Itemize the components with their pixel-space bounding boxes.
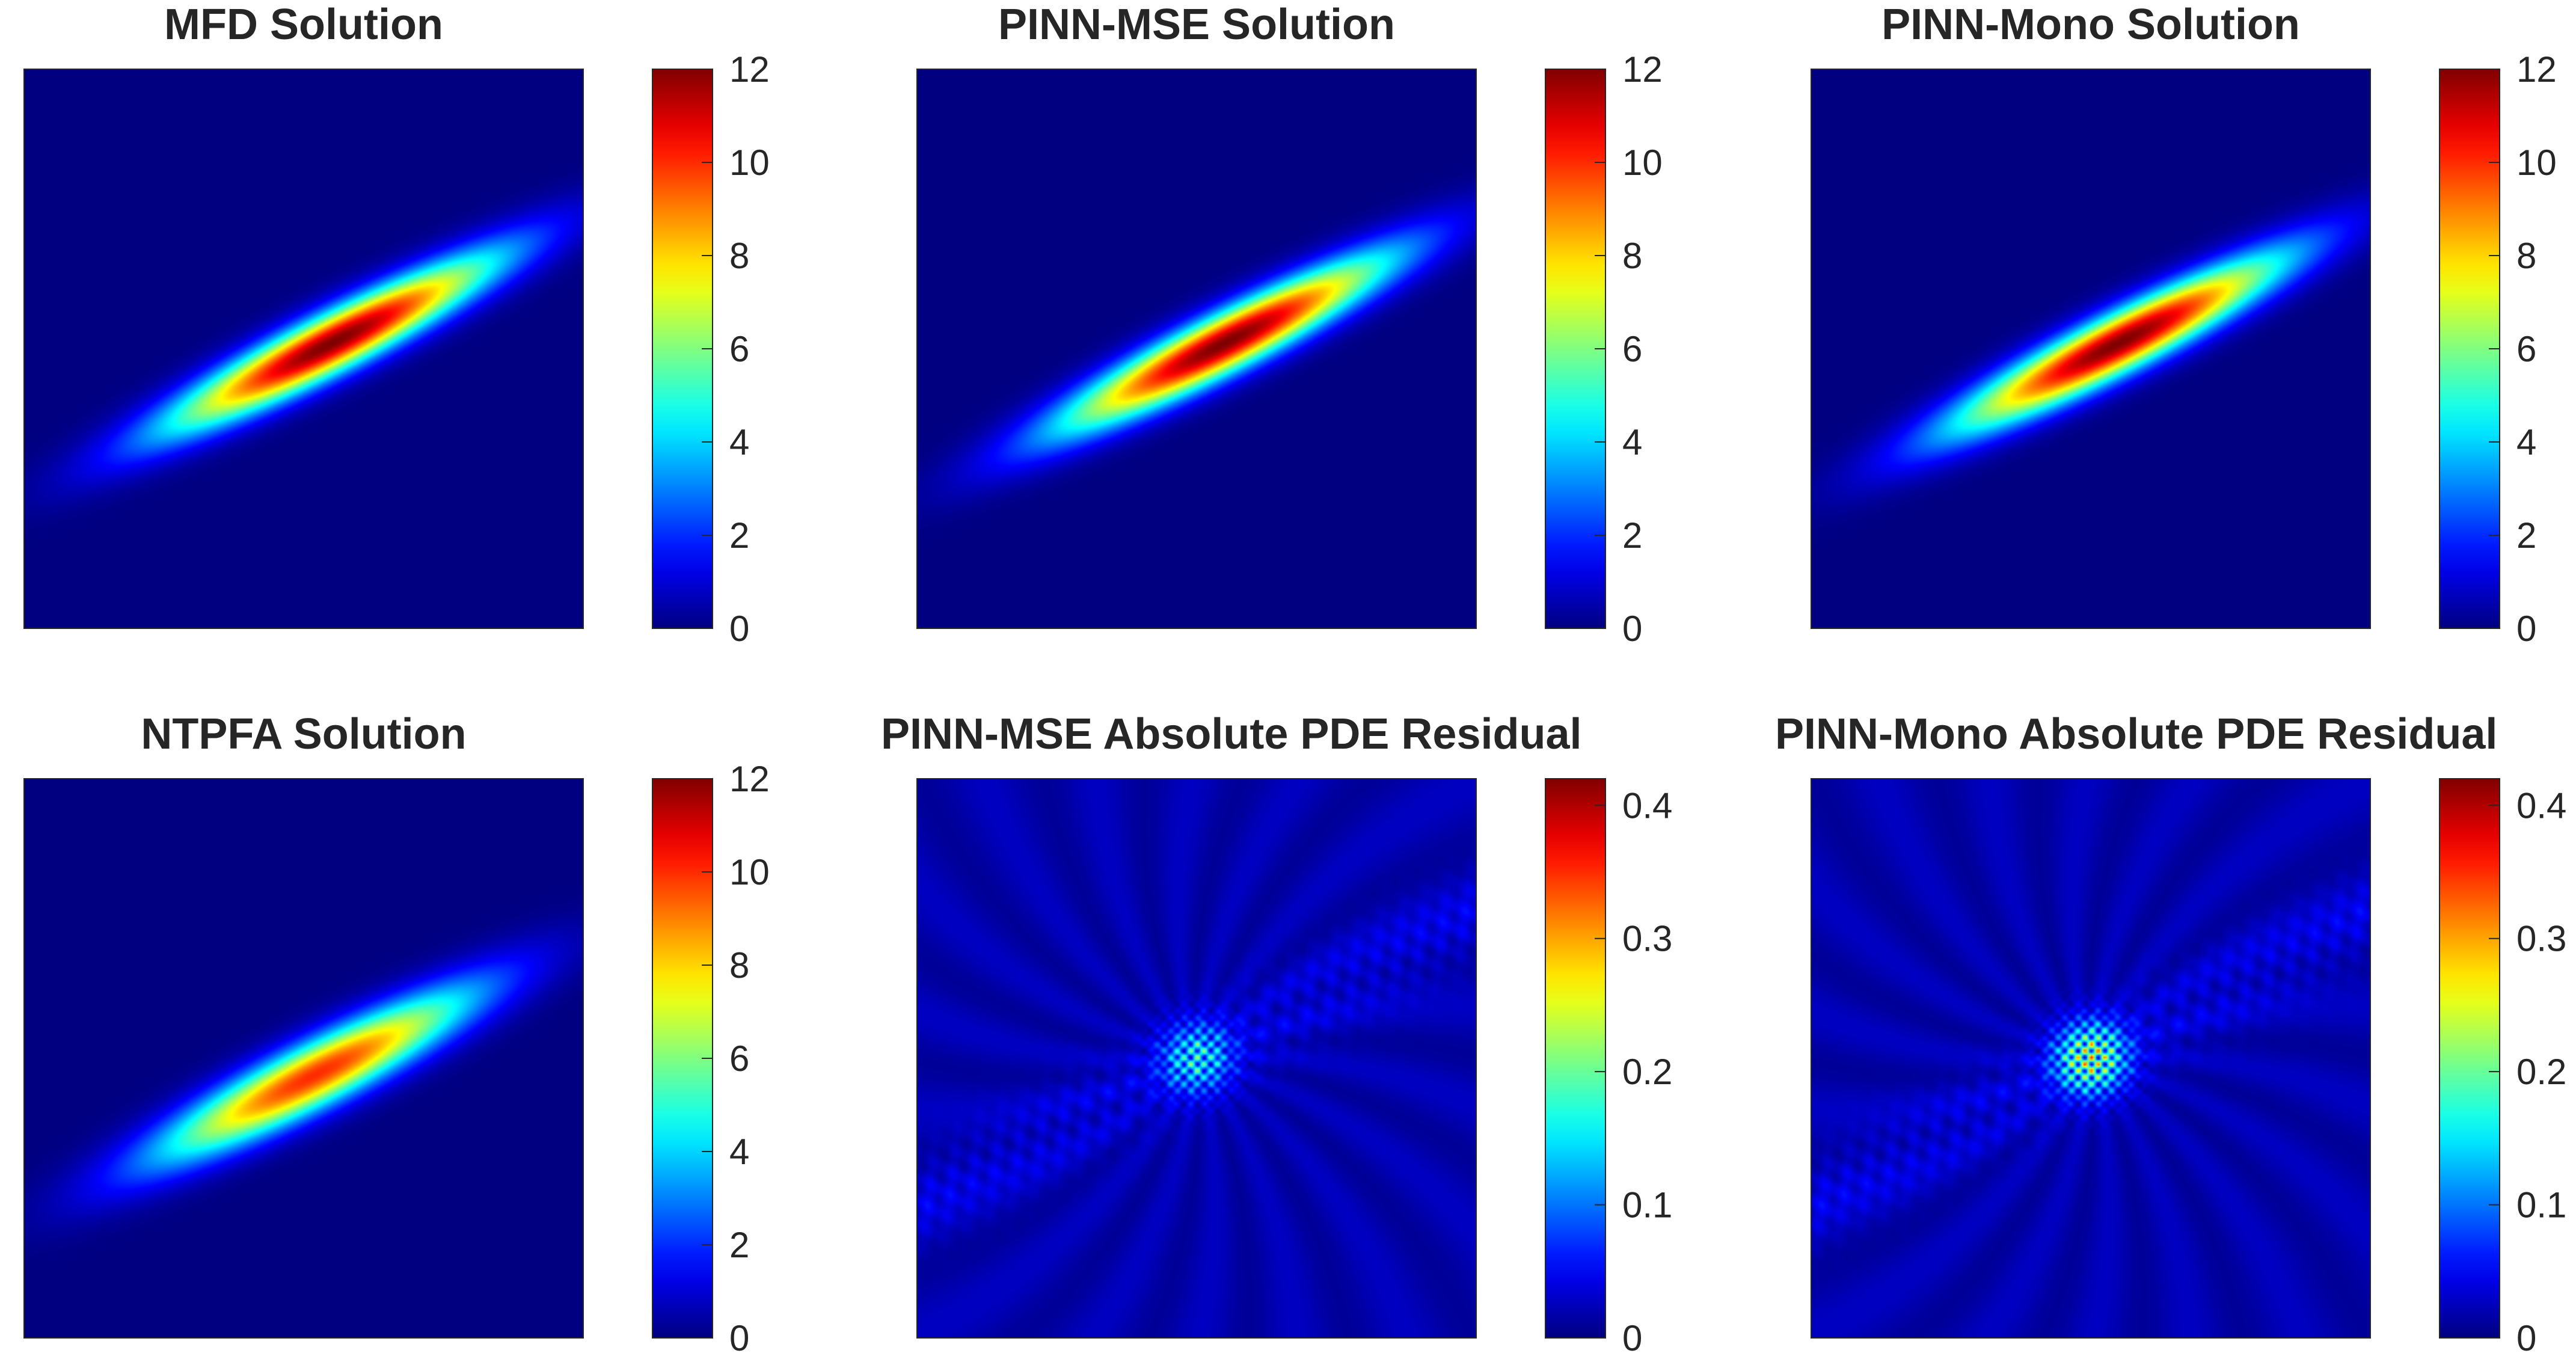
plot-frame (1811, 778, 2371, 1339)
heatmap-canvas (1811, 779, 2370, 1338)
heatmap-image (24, 69, 583, 628)
colorbar-tick-label: 2 (729, 1225, 749, 1265)
colorbar-tick-label: 2 (2516, 515, 2536, 556)
colorbar-tick-label: 10 (2516, 143, 2557, 183)
heatmap-canvas (1811, 69, 2370, 628)
plot-frame (916, 778, 1477, 1339)
plot-frame (1811, 69, 2371, 629)
colorbar-tick-label: 0.2 (1622, 1052, 1672, 1092)
colorbar-tick-label: 0 (729, 1318, 749, 1358)
heatmap-image (917, 779, 1476, 1338)
colorbar (2439, 778, 2500, 1339)
colorbar-tick-label: 12 (729, 49, 770, 90)
heatmap-image (24, 779, 583, 1338)
colorbar-tick-label: 6 (2516, 329, 2536, 369)
colorbar-tick-label: 12 (1622, 49, 1663, 90)
heatmap-canvas (917, 69, 1476, 628)
colorbar-tick-label: 8 (2516, 236, 2536, 276)
panel-pinn-mse-absolute-pde-residual: PINN-MSE Absolute PDE Residual 0 0.1 0.2 0.3… (881, 710, 1776, 1371)
panel-title: NTPFA Solution (141, 710, 467, 758)
colorbar-tick-label: 10 (729, 143, 770, 183)
plot-frame (23, 778, 584, 1339)
colorbar-tick-label: 0.2 (2516, 1052, 2566, 1092)
heatmap-pinn-mse-solution: 0 2 4 6 8 10 12 (916, 49, 1663, 649)
heatmap-canvas (917, 779, 1476, 1338)
colorbar-tick-label: 0.4 (2516, 785, 2566, 826)
colorbar-tick-label: 8 (729, 236, 749, 276)
colorbar-tick-label: 10 (729, 852, 770, 892)
panel-title: MFD Solution (164, 1, 443, 49)
colorbar-tick-label: 0.3 (1622, 919, 1672, 959)
colorbar-tick-label: 0.1 (2516, 1185, 2566, 1225)
colorbar-tick-label: 10 (1622, 143, 1663, 183)
panel-pinn-mono-absolute-pde-residual: PINN-Mono Absolute PDE Residual 0 0.1 0.2 0.… (1775, 710, 2576, 1371)
colorbar-tick-label: 4 (729, 422, 749, 462)
heatmap-image (1811, 779, 2370, 1338)
colorbar-tick-label: 8 (729, 945, 749, 986)
colorbar-tick-label: 6 (729, 329, 749, 369)
colorbar-tick-label: 8 (1622, 236, 1642, 276)
heatmap-image (917, 69, 1476, 628)
colorbar-tick-label: 0.3 (2516, 919, 2566, 959)
panel-pinn-mse-solution: PINN-MSE Solution 0 2 4 6 8 10 12 (916, 0, 1776, 661)
colorbar-tick-label: 0 (1622, 1318, 1642, 1358)
panel-title: PINN-Mono Absolute PDE Residual (1775, 710, 2498, 758)
heatmap-ntpfa-solution: 0 2 4 6 8 10 12 (23, 759, 770, 1358)
panel-mfd-solution: MFD Solution 0 2 4 6 8 10 12 (23, 0, 883, 661)
colorbar-tick-label: 4 (1622, 422, 1642, 462)
panel-title: PINN-MSE Absolute PDE Residual (881, 710, 1582, 758)
heatmap-mfd-solution: 0 2 4 6 8 10 12 (23, 49, 770, 649)
colorbar-tick-label: 0 (2516, 609, 2536, 649)
heatmap-pinn-mono-solution: 0 2 4 6 8 10 12 (1811, 49, 2557, 649)
colorbar-tick-label: 6 (1622, 329, 1642, 369)
colorbar (1545, 778, 1606, 1339)
heatmap-canvas (24, 779, 583, 1338)
colorbar-tick-label: 0 (729, 609, 749, 649)
heatmap-canvas (24, 69, 583, 628)
colorbar-tick-label: 2 (1622, 515, 1642, 556)
panel-title: PINN-Mono Solution (1881, 1, 2300, 49)
plot-frame (23, 69, 584, 629)
colorbar-tick-label: 12 (2516, 49, 2557, 90)
colorbar-tick-label: 4 (729, 1132, 749, 1172)
colorbar-tick-label: 12 (729, 759, 770, 799)
heatmap-pinn-mono-absolute-pde-residual: 0 0.1 0.2 0.3 0.4 (1811, 778, 2566, 1358)
colorbar-tick-label: 0 (2516, 1318, 2536, 1358)
colorbar-tick-label: 4 (2516, 422, 2536, 462)
colorbar-tick-label: 2 (729, 515, 749, 556)
panel-ntpfa-solution: NTPFA Solution 0 2 4 6 8 10 12 (23, 710, 883, 1371)
colorbar-tick-label: 6 (729, 1038, 749, 1079)
panel-title: PINN-MSE Solution (998, 1, 1395, 49)
panel-pinn-mono-solution: PINN-Mono Solution 0 2 4 6 8 10 12 (1811, 0, 2576, 661)
heatmap-pinn-mse-absolute-pde-residual: 0 0.1 0.2 0.3 0.4 (916, 778, 1672, 1358)
plot-frame (916, 69, 1477, 629)
heatmap-image (1811, 69, 2370, 628)
colorbar-tick-label: 0.1 (1622, 1185, 1672, 1225)
colorbar-tick-label: 0 (1622, 609, 1642, 649)
colorbar-tick-label: 0.4 (1622, 785, 1672, 826)
